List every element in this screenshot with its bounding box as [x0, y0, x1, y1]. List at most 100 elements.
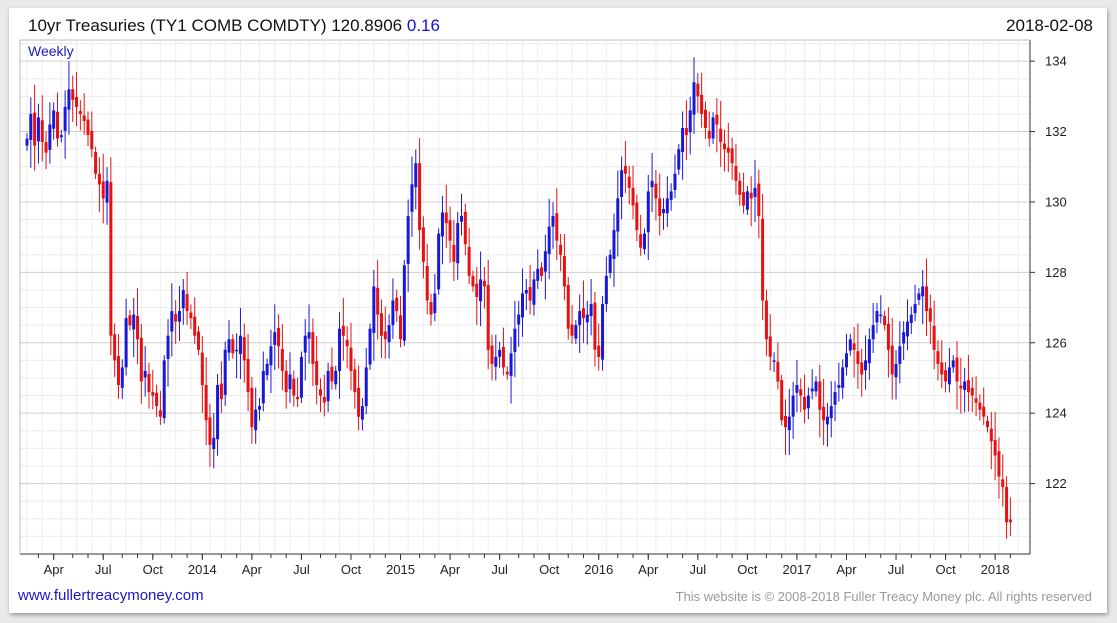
candle-body	[147, 373, 151, 393]
candle-body	[307, 332, 311, 339]
candle-body	[48, 124, 52, 150]
candle-body	[155, 392, 159, 407]
candle-body	[86, 119, 90, 136]
candle-body	[543, 251, 547, 272]
candle-body	[197, 331, 201, 350]
y-tick-label: 132	[1045, 124, 1067, 139]
candle-body	[764, 300, 768, 340]
candle-body	[585, 314, 589, 323]
candle-body	[456, 223, 460, 264]
candle-body	[780, 380, 784, 421]
candle-body	[231, 339, 235, 354]
candle-body	[753, 187, 757, 198]
candle-body	[124, 318, 128, 368]
candle-body	[94, 151, 98, 174]
candle-body	[151, 392, 155, 396]
candle-body	[669, 191, 673, 200]
candle-body	[128, 315, 132, 326]
candle-body	[360, 406, 364, 420]
candle-body	[772, 360, 776, 362]
candle-body	[212, 437, 216, 450]
candle-body	[593, 302, 597, 350]
candle-body	[204, 385, 208, 421]
candle-body	[25, 138, 29, 146]
change-value: 0.16	[406, 16, 440, 35]
candle-body	[730, 148, 734, 164]
candle-body	[734, 166, 738, 181]
candle-body	[723, 143, 727, 150]
candle-body	[143, 370, 147, 378]
candle-body	[189, 312, 193, 319]
candle-body	[379, 313, 383, 336]
candle-body	[844, 353, 848, 368]
candle-body	[650, 180, 654, 188]
period-label: Weekly	[28, 43, 74, 59]
candle-body	[318, 389, 322, 396]
title-text: 10yr Treasuries (TY1 COMB COMDTY) 120.89…	[28, 16, 403, 35]
candle-body	[745, 191, 749, 210]
candle-body	[501, 346, 505, 368]
candle-body	[372, 286, 376, 333]
candle-body	[437, 233, 441, 290]
candle-body	[33, 112, 37, 146]
candle-body	[486, 285, 490, 350]
candle-body	[338, 328, 342, 371]
candle-body	[44, 142, 48, 153]
candle-body	[383, 331, 387, 340]
y-tick-label: 130	[1045, 194, 1067, 209]
candle-body	[67, 89, 71, 110]
candle-body	[296, 396, 300, 400]
candle-body	[886, 323, 890, 350]
candle-body	[944, 370, 948, 382]
candle-body	[479, 279, 483, 302]
candle-body	[166, 335, 170, 359]
website-link[interactable]: www.fullertreacymoney.com	[18, 587, 204, 604]
candle-body	[940, 362, 944, 375]
candle-body	[63, 106, 67, 131]
candle-body	[429, 301, 433, 315]
candle-body	[921, 286, 925, 297]
candle-body	[566, 285, 570, 329]
candle-body	[894, 363, 898, 378]
candle-body	[562, 256, 566, 287]
candle-body	[59, 135, 63, 138]
candle-body	[684, 128, 688, 136]
candle-body	[364, 367, 368, 407]
candle-body	[235, 349, 239, 352]
candle-body	[223, 349, 227, 395]
candle-body	[116, 356, 120, 386]
candle-body	[639, 234, 643, 248]
candle-body	[185, 294, 189, 312]
candle-body	[105, 180, 109, 203]
candle-body	[132, 314, 136, 330]
candle-body	[902, 332, 906, 344]
candle-body	[532, 279, 536, 305]
candle-body	[258, 406, 262, 410]
candle-body	[837, 385, 841, 388]
candle-body	[482, 280, 486, 287]
candle-body	[418, 163, 422, 231]
candle-body	[269, 346, 273, 366]
candle-body	[742, 192, 746, 206]
candle-body	[101, 181, 105, 199]
x-tick-label: Apr	[638, 562, 659, 577]
candle-body	[273, 332, 277, 345]
candle-body	[795, 385, 799, 393]
candle-body	[574, 325, 578, 339]
y-tick-label: 128	[1045, 265, 1067, 280]
candle-body	[391, 300, 395, 326]
candle-body	[551, 216, 555, 227]
candle-body	[993, 439, 997, 456]
candle-body	[277, 327, 281, 347]
candle-body	[284, 370, 288, 393]
candle-body	[635, 202, 639, 231]
candle-body	[646, 191, 650, 233]
candle-body	[421, 227, 425, 262]
candle-body	[860, 362, 864, 375]
candle-body	[315, 361, 319, 386]
x-tick-label: 2017	[782, 562, 811, 577]
candle-body	[620, 170, 624, 198]
candle-body	[433, 293, 437, 314]
candle-body	[311, 332, 315, 364]
x-tick-label: Oct	[539, 562, 560, 577]
